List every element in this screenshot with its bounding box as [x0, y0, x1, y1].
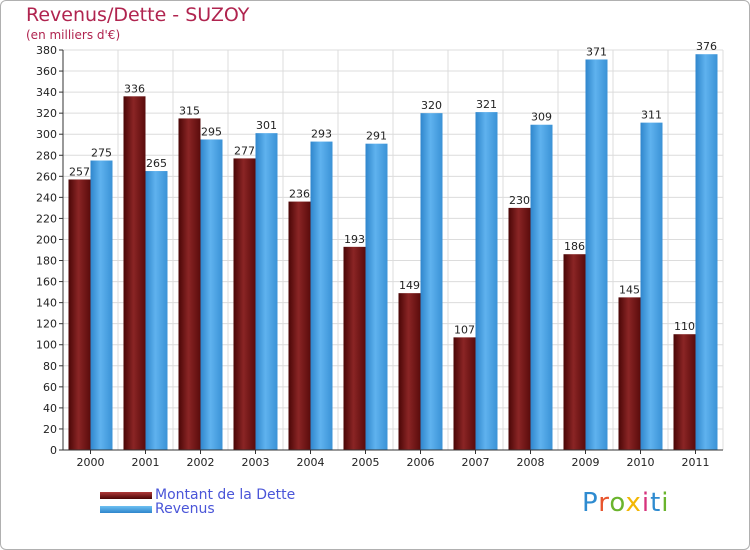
- bar-value-label: 275: [91, 147, 112, 160]
- bar-value-label: 186: [564, 240, 585, 253]
- bar-value-label: 293: [311, 128, 332, 141]
- bar-value-label: 230: [509, 194, 530, 207]
- bar-revenue: [145, 171, 168, 451]
- logo-letter: r: [598, 488, 610, 518]
- y-tick-label: 180: [36, 255, 57, 268]
- y-tick-label: 220: [36, 212, 57, 225]
- bar-value-label: 257: [69, 165, 90, 178]
- y-tick-label: 0: [50, 444, 57, 457]
- chart-subtitle: (en milliers d'€): [26, 28, 121, 42]
- bar-revenue: [90, 160, 113, 451]
- bar-value-label: 110: [674, 320, 695, 333]
- bar-revenue: [640, 122, 663, 450]
- bar-revenue: [200, 139, 223, 450]
- bar-value-label: 145: [619, 283, 640, 296]
- bar-debt: [288, 201, 311, 450]
- y-tick-label: 200: [36, 233, 57, 246]
- y-tick-label: 320: [36, 107, 57, 120]
- bar-debt: [123, 96, 146, 450]
- legend-swatch-revenue: [100, 505, 152, 513]
- y-tick-label: 340: [36, 86, 57, 99]
- bar-value-label: 376: [696, 40, 717, 53]
- bar-value-label: 277: [234, 144, 255, 157]
- bar-revenue: [255, 133, 278, 450]
- logo-letter: t: [650, 488, 662, 518]
- logo-letter: P: [582, 488, 599, 518]
- bar-value-label: 321: [476, 98, 497, 111]
- bar-revenue: [530, 124, 553, 450]
- x-tick-label: 2001: [132, 456, 160, 469]
- y-tick-label: 120: [36, 318, 57, 331]
- bar-value-label: 265: [146, 157, 167, 170]
- bar-value-label: 236: [289, 188, 310, 201]
- bar-value-label: 309: [531, 111, 552, 124]
- legend-swatch-debt: [100, 491, 152, 499]
- x-tick-label: 2008: [517, 456, 545, 469]
- bar-debt: [398, 293, 421, 450]
- bar-value-label: 336: [124, 82, 145, 95]
- proxiti-logo: Proxiti: [582, 488, 670, 518]
- x-tick-label: 2010: [627, 456, 655, 469]
- y-tick-label: 360: [36, 65, 57, 78]
- bar-value-label: 311: [641, 109, 662, 122]
- x-tick-label: 2000: [77, 456, 105, 469]
- bar-debt: [453, 337, 476, 450]
- bar-value-label: 107: [454, 323, 475, 336]
- bar-value-label: 149: [399, 279, 420, 292]
- y-tick-label: 280: [36, 149, 57, 162]
- bar-value-label: 291: [366, 130, 387, 143]
- x-tick-label: 2007: [462, 456, 490, 469]
- y-tick-label: 140: [36, 297, 57, 310]
- bar-debt: [68, 179, 91, 450]
- logo-letter: i: [641, 488, 651, 518]
- bar-debt: [178, 118, 201, 450]
- legend-label-revenue: Revenus: [155, 501, 215, 517]
- x-tick-label: 2003: [242, 456, 270, 469]
- bar-debt: [563, 254, 586, 450]
- bar-revenue: [420, 113, 443, 450]
- y-tick-label: 260: [36, 170, 57, 183]
- bar-debt: [233, 158, 256, 450]
- bar-revenue: [695, 54, 718, 451]
- bar-value-label: 301: [256, 119, 277, 132]
- y-tick-label: 60: [43, 381, 57, 394]
- bar-value-label: 295: [201, 125, 222, 138]
- bar-debt: [508, 207, 531, 450]
- y-tick-label: 300: [36, 128, 57, 141]
- x-tick-label: 2009: [572, 456, 600, 469]
- legend-label-debt: Montant de la Dette: [155, 487, 296, 503]
- bar-revenue: [310, 141, 333, 450]
- x-tick-label: 2006: [407, 456, 435, 469]
- bar-revenue: [585, 59, 608, 450]
- y-tick-label: 100: [36, 339, 57, 352]
- y-tick-label: 160: [36, 276, 57, 289]
- bar-debt: [673, 334, 696, 450]
- chart-title: Revenus/Dette - SUZOY: [26, 4, 250, 26]
- x-tick-label: 2002: [187, 456, 215, 469]
- bar-value-label: 320: [421, 99, 442, 112]
- bar-value-label: 315: [179, 104, 200, 117]
- bar-revenue: [365, 143, 388, 450]
- bar-debt: [618, 297, 641, 450]
- bar-debt: [343, 246, 366, 450]
- y-tick-label: 40: [43, 402, 57, 415]
- y-tick-label: 80: [43, 360, 57, 373]
- x-tick-label: 2011: [682, 456, 710, 469]
- bar-revenue: [475, 112, 498, 451]
- x-tick-label: 2005: [352, 456, 380, 469]
- logo-letter: i: [661, 488, 670, 518]
- logo-letter: x: [625, 488, 642, 518]
- legend-item-revenue: Revenus: [100, 501, 215, 517]
- bar-value-label: 193: [344, 233, 365, 246]
- x-tick-label: 2004: [297, 456, 325, 469]
- y-tick-label: 20: [43, 423, 57, 436]
- y-tick-label: 380: [36, 44, 57, 57]
- legend-item-debt: Montant de la Dette: [100, 487, 295, 503]
- y-tick-label: 240: [36, 191, 57, 204]
- bar-value-label: 371: [586, 45, 607, 58]
- logo-letter: o: [609, 488, 626, 518]
